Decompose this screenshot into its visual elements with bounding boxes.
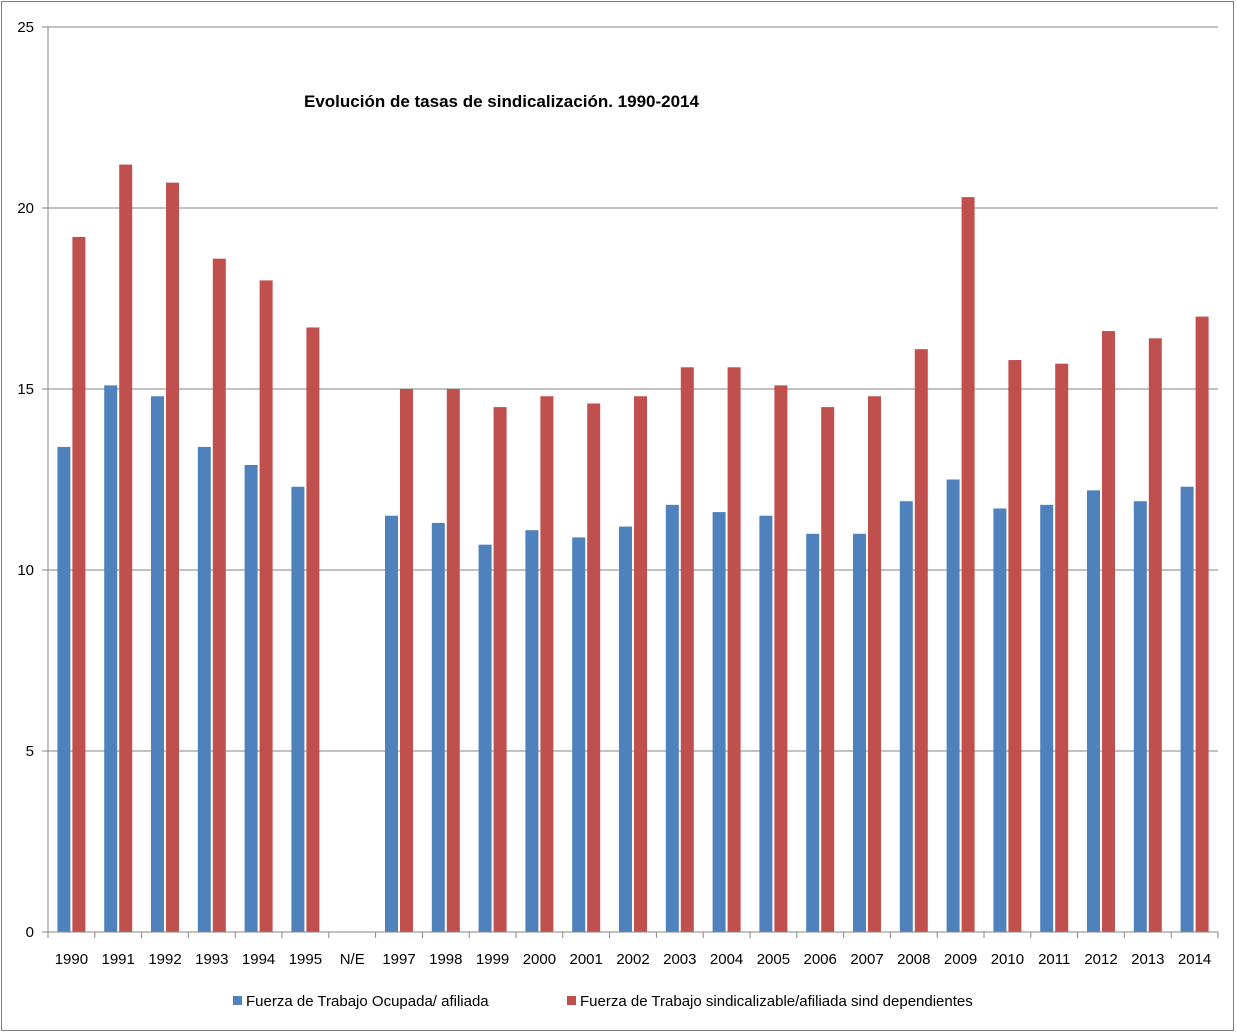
bar-series-1-2005 (759, 515, 773, 932)
x-tick-label-1993: 1993 (195, 951, 228, 968)
bar-series-2-2005 (774, 385, 788, 932)
y-tick-label-25: 25 (17, 19, 34, 36)
legend-swatch-series-2 (567, 996, 576, 1005)
x-tick-label-2010: 2010 (991, 951, 1024, 968)
bar-series-1-2001 (572, 537, 586, 932)
bar-series-2-1995 (306, 327, 320, 933)
bars (57, 164, 1209, 933)
bar-series-1-2006 (806, 533, 820, 932)
x-tick-label-1995: 1995 (289, 951, 322, 968)
x-tick-label-2011: 2011 (1038, 951, 1070, 968)
bar-series-2-1990 (72, 236, 86, 932)
bar-series-1-2014 (1180, 486, 1194, 932)
bar-series-1-1998 (431, 522, 445, 932)
bar-series-1-2012 (1087, 490, 1100, 932)
y-tick-label-5: 5 (26, 743, 34, 760)
bar-series-2-1993 (212, 258, 226, 932)
bar-series-2-2001 (587, 403, 601, 933)
bar-series-1-1994 (244, 465, 258, 932)
x-tick-label-2008: 2008 (897, 951, 930, 968)
bar-series-1-2013 (1133, 501, 1147, 932)
x-tick-label-2001: 2001 (570, 951, 603, 968)
x-tick-label-1997: 1997 (382, 951, 415, 968)
x-tick-label-2002: 2002 (616, 951, 649, 968)
legend: Fuerza de Trabajo Ocupada/ afiliada Fuer… (233, 993, 973, 1010)
x-tick-label-1990: 1990 (55, 951, 88, 968)
bar-series-2-1999 (493, 407, 507, 933)
bar-series-2-1994 (259, 280, 273, 932)
bar-series-2-1997 (400, 389, 413, 932)
chart-title: Evolución de tasas de sindicalización. 1… (304, 92, 699, 111)
bar-series-2-1991 (119, 164, 133, 932)
x-tick-label-1998: 1998 (429, 951, 462, 968)
bar-series-2-2006 (821, 407, 835, 933)
bar-series-2-2007 (868, 396, 881, 932)
x-tick-label-2000: 2000 (523, 951, 556, 968)
x-tick-label-2004: 2004 (710, 951, 743, 968)
bar-series-1-1991 (104, 385, 118, 932)
x-tick-label-2012: 2012 (1084, 951, 1117, 968)
x-tick-label-2006: 2006 (804, 951, 837, 968)
bar-series-1-1999 (478, 544, 492, 932)
x-tick-label-1992: 1992 (148, 951, 181, 968)
bar-series-1-2009 (946, 479, 960, 932)
bar-series-1-2003 (665, 504, 679, 932)
bar-series-2-2009 (961, 197, 975, 932)
bar-series-2-2013 (1148, 338, 1162, 932)
bar-series-1-2011 (1040, 504, 1054, 932)
y-tick-label-10: 10 (17, 562, 34, 579)
bar-series-2-2002 (634, 396, 647, 932)
y-tick-label-0: 0 (26, 924, 34, 941)
bar-series-2-2008 (914, 349, 928, 932)
x-tick-label-1991: 1991 (102, 951, 135, 968)
bar-series-2-2004 (727, 367, 741, 932)
y-tick-label-20: 20 (17, 200, 34, 217)
bar-series-1-1997 (385, 515, 398, 932)
x-tick-label-2005: 2005 (757, 951, 790, 968)
bar-series-1-1990 (57, 446, 71, 932)
x-tick-label-2009: 2009 (944, 951, 977, 968)
bar-series-2-1992 (166, 182, 179, 932)
x-tick-label-1994: 1994 (242, 951, 275, 968)
bar-series-1-1995 (291, 486, 305, 932)
bar-series-2-2012 (1102, 331, 1115, 933)
bar-series-2-2010 (1008, 360, 1022, 932)
bar-series-1-2008 (899, 501, 913, 932)
x-tick-label-1999: 1999 (476, 951, 509, 968)
x-axis-tick-labels: 1990 1991 1992 1993 1994 1995 N/E 1997 1998 1999 2… (55, 951, 1212, 968)
y-tick-label-15: 15 (17, 381, 34, 398)
bar-series-2-2011 (1055, 363, 1069, 932)
x-tick-label-2003: 2003 (663, 951, 696, 968)
bar-series-1-2002 (619, 526, 632, 932)
legend-label-series-2: Fuerza de Trabajo sindicalizable/afiliad… (580, 993, 973, 1010)
legend-swatch-series-1 (233, 996, 242, 1005)
x-tick-label-2013: 2013 (1131, 951, 1164, 968)
x-tick-label-2014: 2014 (1178, 951, 1211, 968)
x-tick-label-2007: 2007 (850, 951, 883, 968)
x-tick-label-N/E: N/E (340, 951, 365, 968)
bar-series-2-1998 (446, 389, 460, 932)
bar-series-1-1992 (151, 396, 164, 932)
bar-series-1-2000 (525, 530, 539, 932)
legend-label-series-1: Fuerza de Trabajo Ocupada/ afiliada (246, 993, 489, 1010)
bar-series-2-2003 (680, 367, 694, 932)
bar-series-2-2014 (1195, 316, 1209, 933)
axes (42, 26, 1219, 938)
bar-series-1-1993 (197, 446, 211, 932)
bar-series-1-2004 (712, 512, 726, 932)
bar-series-1-2007 (853, 533, 866, 932)
grid-lines (48, 26, 1218, 752)
bar-series-2-2000 (540, 396, 554, 932)
y-axis-tick-labels: 0 5 10 15 20 25 (17, 19, 34, 941)
bar-series-1-2010 (993, 508, 1007, 932)
